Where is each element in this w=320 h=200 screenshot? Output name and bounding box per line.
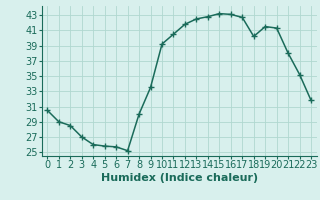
X-axis label: Humidex (Indice chaleur): Humidex (Indice chaleur) [100, 173, 258, 183]
